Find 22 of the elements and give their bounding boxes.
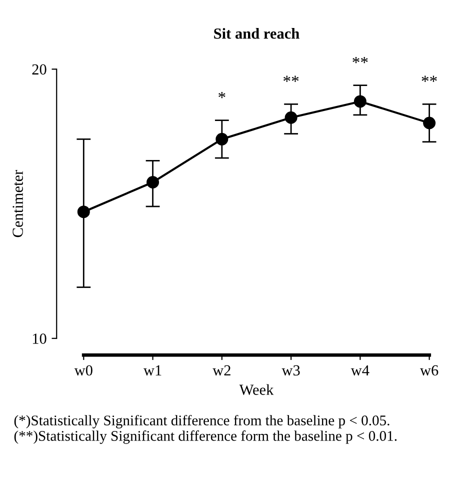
x-tick-label: w0 (74, 365, 92, 376)
x-tick-label: w2 (212, 365, 230, 376)
point (146, 176, 160, 188)
text: (*)Statistically Significant difference from the baseline p < 0.05. (**)Statistically Significant difference form the baseline p < 0.01. (14, 414, 397, 444)
point (216, 132, 228, 146)
y-axis-title: Centimeter (12, 170, 23, 238)
chart-title: Sit and reach (214, 28, 300, 39)
x-tick-label: w4 (350, 365, 370, 376)
point (284, 111, 298, 124)
point (423, 116, 436, 130)
annotation: * (218, 92, 226, 98)
x-tick-label: w6 (420, 365, 438, 376)
x-tick-label: w3 (282, 365, 300, 376)
y-tick-label: 10 (32, 334, 46, 344)
annotation: ** (422, 76, 437, 82)
x-tick-label: w1 (143, 365, 162, 376)
point (77, 206, 90, 218)
x-axis-title: Week (239, 384, 274, 396)
y-tick-label: 20 (32, 64, 46, 75)
point (354, 95, 366, 108)
annotation: ** (352, 56, 368, 64)
annotation: ** (284, 76, 299, 82)
